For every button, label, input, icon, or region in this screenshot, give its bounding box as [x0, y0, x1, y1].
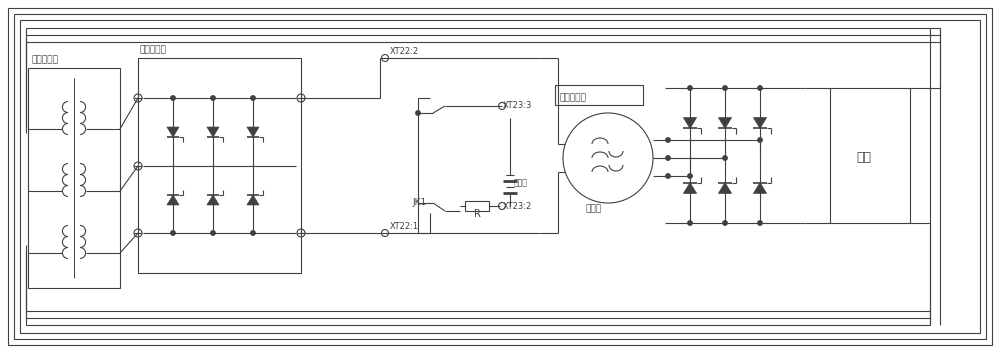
Text: XT22:2: XT22:2: [390, 47, 419, 56]
Text: 蓄电池: 蓄电池: [514, 178, 528, 187]
Text: JK1: JK1: [412, 198, 426, 207]
Text: 负载: 负载: [856, 151, 871, 164]
Circle shape: [688, 86, 692, 90]
Text: XT23:2: XT23:2: [503, 202, 532, 211]
Polygon shape: [207, 127, 219, 137]
Text: R: R: [474, 209, 481, 219]
Polygon shape: [207, 195, 219, 205]
Bar: [465, 201, 489, 211]
Polygon shape: [167, 127, 179, 137]
Circle shape: [666, 138, 670, 142]
Polygon shape: [753, 118, 767, 128]
Polygon shape: [247, 127, 259, 137]
Circle shape: [758, 86, 762, 90]
Circle shape: [416, 111, 420, 115]
Circle shape: [758, 138, 762, 142]
Bar: [20, 20, 980, 333]
Circle shape: [251, 231, 255, 235]
Polygon shape: [167, 195, 179, 205]
Text: 屏磁控制器: 屏磁控制器: [140, 45, 167, 54]
Circle shape: [688, 174, 692, 178]
Bar: [555, 85, 643, 105]
Polygon shape: [683, 183, 697, 193]
Polygon shape: [247, 195, 259, 205]
Circle shape: [758, 221, 762, 225]
Circle shape: [211, 231, 215, 235]
Bar: [830, 88, 910, 223]
Circle shape: [666, 174, 670, 178]
Circle shape: [251, 96, 255, 100]
Polygon shape: [718, 118, 732, 128]
Circle shape: [171, 96, 175, 100]
Circle shape: [211, 96, 215, 100]
Circle shape: [688, 221, 692, 225]
Polygon shape: [718, 183, 732, 193]
Text: XT22:1: XT22:1: [390, 222, 419, 231]
Circle shape: [723, 221, 727, 225]
Polygon shape: [753, 183, 767, 193]
Circle shape: [723, 156, 727, 160]
Circle shape: [723, 86, 727, 90]
Bar: [138, 58, 301, 273]
Text: 电压传感器: 电压传感器: [559, 93, 586, 102]
Text: XT23:3: XT23:3: [503, 101, 532, 110]
Polygon shape: [683, 118, 697, 128]
Circle shape: [171, 231, 175, 235]
Text: 屏磁变压器: 屏磁变压器: [32, 55, 59, 64]
Bar: [28, 68, 120, 288]
Text: 发电机: 发电机: [586, 204, 602, 213]
Circle shape: [666, 156, 670, 160]
